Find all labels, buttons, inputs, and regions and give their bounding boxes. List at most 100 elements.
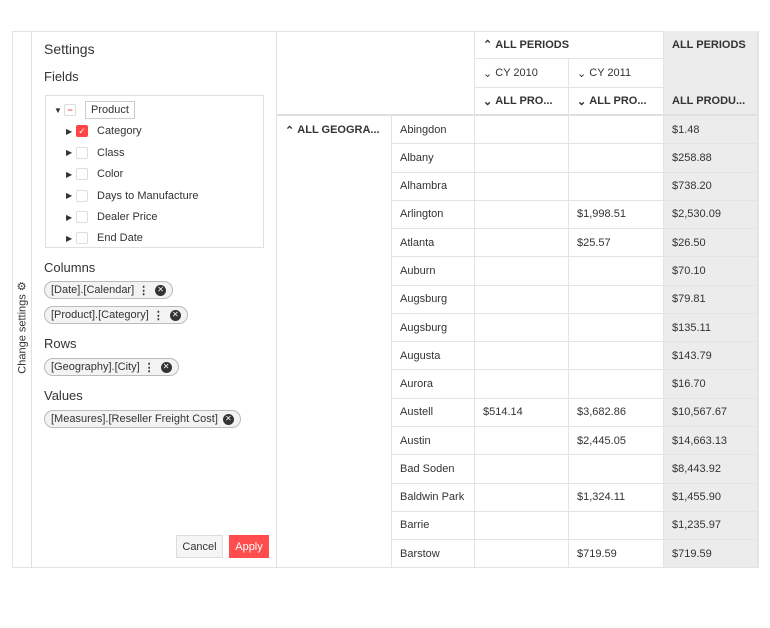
more-icon[interactable]: ⋮ — [143, 361, 155, 374]
field-checkbox[interactable] — [76, 146, 88, 159]
apply-button[interactable]: Apply — [229, 535, 269, 558]
expand-icon[interactable]: ▶ — [66, 212, 73, 222]
value-cell — [569, 313, 664, 343]
value-cell: $8,443.92 — [664, 455, 758, 484]
value-cell — [569, 455, 664, 484]
field-item[interactable]: ▶ Class — [66, 143, 125, 163]
value-cell — [569, 370, 664, 399]
expand-icon[interactable]: ▶ — [66, 126, 73, 136]
row-header-city[interactable]: Austell — [392, 398, 475, 427]
value-cell — [475, 257, 569, 286]
remove-icon[interactable]: ✕ — [222, 413, 234, 425]
field-label: Product — [85, 101, 135, 119]
value-cell — [569, 285, 664, 314]
row-header-geography[interactable]: ⌃ ALL GEOGRA... — [277, 116, 392, 568]
expand-icon[interactable]: ▶ — [66, 148, 73, 158]
value-cell — [475, 483, 569, 512]
chip-label: [Product].[Category] — [51, 309, 149, 321]
row-header-city[interactable]: Augsburg — [392, 285, 475, 314]
collapse-icon[interactable]: ▼ — [54, 105, 62, 115]
expand-icon[interactable]: ▶ — [66, 191, 73, 201]
value-cell — [475, 426, 569, 456]
expand-icon[interactable]: ▶ — [66, 233, 73, 243]
cancel-button[interactable]: Cancel — [176, 535, 223, 558]
row-header-city[interactable]: Bad Soden — [392, 455, 475, 484]
field-item[interactable]: ▶ Days to Manufacture — [66, 186, 199, 206]
row-header-city[interactable]: Barrie — [392, 511, 475, 541]
field-item[interactable]: ▶ End Date — [66, 228, 143, 247]
value-chip[interactable]: [Measures].[Reseller Freight Cost] ✕ — [44, 410, 241, 428]
chip-label: [Date].[Calendar] — [51, 284, 135, 296]
field-item[interactable]: ▶ Dealer Price — [66, 207, 158, 227]
value-cell — [475, 116, 569, 145]
grid-corner — [277, 31, 475, 116]
value-cell — [475, 511, 569, 541]
row-header-city[interactable]: Arlington — [392, 200, 475, 230]
row-chip[interactable]: [Geography].[City] ⋮ ✕ — [44, 358, 179, 376]
value-cell — [569, 511, 664, 541]
value-cell: $14,663.13 — [664, 426, 758, 456]
field-label: Class — [97, 146, 125, 159]
more-icon[interactable]: ⋮ — [152, 309, 164, 322]
value-cell: $1.48 — [664, 116, 758, 145]
row-header-city[interactable]: Auburn — [392, 257, 475, 286]
row-header-city[interactable]: Baldwin Park — [392, 483, 475, 512]
remove-icon[interactable]: ✕ — [169, 309, 181, 321]
value-cell: $79.81 — [664, 285, 758, 314]
field-checkbox[interactable] — [76, 211, 88, 223]
field-checkbox[interactable]: − — [64, 104, 76, 116]
field-checkbox[interactable] — [76, 168, 88, 181]
remove-icon[interactable]: ✕ — [160, 361, 172, 373]
col-header-product[interactable]: ⌄ ALL PRO... — [475, 88, 569, 116]
row-header-city[interactable]: Albany — [392, 144, 475, 173]
value-cell: $3,682.86 — [569, 398, 664, 427]
value-cell — [475, 540, 569, 569]
more-icon[interactable]: ⋮ — [138, 284, 150, 297]
gear-icon: ⚙ — [16, 281, 29, 292]
value-cell: $738.20 — [664, 172, 758, 201]
col-header-product[interactable]: ⌄ ALL PRO... — [569, 88, 664, 116]
row-header-city[interactable]: Augsburg — [392, 313, 475, 343]
change-settings-toggle[interactable]: Change settings ⚙ — [12, 31, 32, 568]
columns-label: Columns — [44, 260, 96, 275]
fields-label: Fields — [44, 69, 79, 84]
value-cell — [569, 116, 664, 145]
field-label: Dealer Price — [97, 211, 158, 223]
row-header-city[interactable]: Abingdon — [392, 116, 475, 145]
column-chip[interactable]: [Date].[Calendar] ⋮ ✕ — [44, 281, 174, 299]
fields-tree: ▼ − Product ▶ ✓ Category ▶ Class ▶ Color ▶ Days to … — [45, 95, 264, 248]
value-cell: $10,567.67 — [664, 398, 758, 427]
col-header-year[interactable]: ⌄ CY 2011 — [569, 59, 664, 88]
value-cell: $26.50 — [664, 229, 758, 258]
remove-icon[interactable]: ✕ — [155, 284, 167, 296]
col-header-all-periods[interactable]: ⌃ ALL PERIODS — [475, 31, 664, 59]
value-cell — [569, 172, 664, 201]
value-cell: $143.79 — [664, 342, 758, 371]
value-cell: $514.14 — [475, 398, 569, 427]
field-label: Color — [97, 168, 124, 181]
column-chip[interactable]: [Product].[Category] ⋮ ✕ — [44, 306, 188, 324]
field-item[interactable]: ▶ Color — [66, 164, 123, 184]
field-item[interactable]: ▶ ✓ Category — [66, 121, 142, 141]
row-header-city[interactable]: Alhambra — [392, 172, 475, 201]
field-checkbox[interactable] — [76, 189, 88, 202]
field-checkbox[interactable]: ✓ — [76, 125, 88, 138]
row-header-city[interactable]: Augusta — [392, 342, 475, 371]
row-header-city[interactable]: Barstow — [392, 540, 475, 569]
row-header-city[interactable]: Atlanta — [392, 229, 475, 258]
expand-icon[interactable]: ▶ — [66, 169, 73, 179]
settings-title: Settings — [44, 41, 95, 57]
col-header-year[interactable]: ⌄ CY 2010 — [475, 59, 569, 88]
value-cell — [475, 172, 569, 201]
field-checkbox[interactable] — [76, 232, 88, 245]
field-item[interactable]: ▼ − Product — [54, 100, 135, 120]
value-cell — [569, 257, 664, 286]
value-cell — [569, 144, 664, 173]
row-header-city[interactable]: Aurora — [392, 370, 475, 399]
value-cell — [475, 229, 569, 258]
value-cell: $2,530.09 — [664, 200, 758, 230]
row-header-city[interactable]: Austin — [392, 426, 475, 456]
value-cell: $25.57 — [569, 229, 664, 258]
value-cell: $70.10 — [664, 257, 758, 286]
chip-label: [Geography].[City] — [51, 361, 140, 373]
